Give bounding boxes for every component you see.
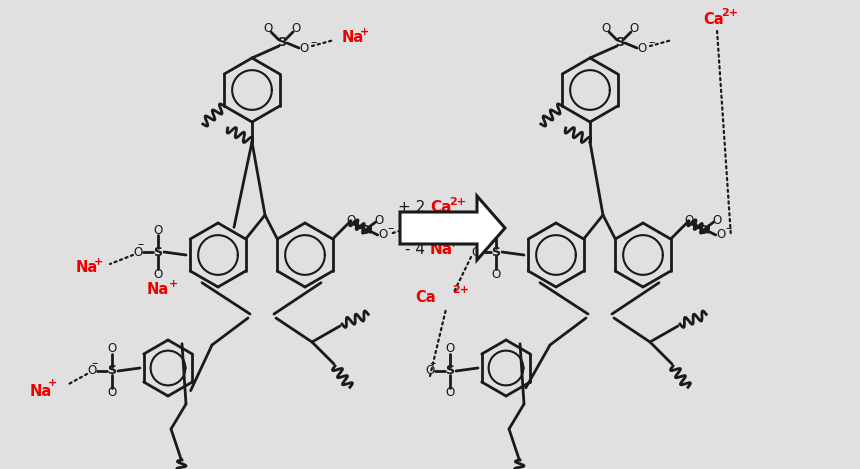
Text: O: O xyxy=(471,245,481,258)
Text: +: + xyxy=(360,27,369,37)
Text: Na: Na xyxy=(421,218,443,233)
Text: O: O xyxy=(263,23,273,36)
Text: Ca: Ca xyxy=(415,289,436,304)
Polygon shape xyxy=(400,196,505,260)
Text: O: O xyxy=(426,364,434,378)
Text: S: S xyxy=(698,225,707,237)
Text: –: – xyxy=(138,239,144,251)
Text: O: O xyxy=(153,224,163,236)
Text: S: S xyxy=(492,245,501,258)
Text: –: – xyxy=(726,222,732,235)
Text: 2+: 2+ xyxy=(452,285,469,295)
Text: Na: Na xyxy=(30,384,52,399)
Text: O: O xyxy=(299,41,309,54)
Text: O: O xyxy=(378,228,387,242)
Text: –: – xyxy=(648,37,654,50)
Text: 2+: 2+ xyxy=(449,197,466,207)
Text: O: O xyxy=(712,214,722,227)
Text: +: + xyxy=(439,214,448,224)
Text: –: – xyxy=(92,357,98,371)
Text: O: O xyxy=(346,214,355,227)
Text: - 4: - 4 xyxy=(405,242,430,257)
Text: O: O xyxy=(374,214,384,227)
Text: O: O xyxy=(630,23,639,36)
Text: Na: Na xyxy=(430,242,453,257)
Text: S: S xyxy=(360,225,369,237)
Text: O: O xyxy=(88,364,96,378)
Text: +: + xyxy=(48,378,58,388)
Text: O: O xyxy=(491,267,501,280)
Text: O: O xyxy=(292,23,301,36)
Text: O: O xyxy=(445,386,455,400)
Text: –: – xyxy=(388,222,394,235)
Text: Ca: Ca xyxy=(703,13,723,28)
Text: O: O xyxy=(133,245,143,258)
Text: 2+: 2+ xyxy=(721,8,738,18)
Text: O: O xyxy=(108,342,117,356)
Text: O: O xyxy=(108,386,117,400)
Text: –: – xyxy=(430,357,436,371)
Text: O: O xyxy=(153,267,163,280)
Text: O: O xyxy=(684,214,693,227)
Text: Na: Na xyxy=(76,260,98,275)
Text: Ca: Ca xyxy=(430,201,452,215)
Text: O: O xyxy=(445,342,455,356)
Text: +: + xyxy=(169,279,178,289)
Text: S: S xyxy=(278,37,286,50)
Text: –: – xyxy=(476,239,482,251)
Text: S: S xyxy=(445,364,454,378)
Text: O: O xyxy=(716,228,725,242)
Text: O: O xyxy=(491,224,501,236)
Text: +: + xyxy=(449,239,458,249)
Text: Na: Na xyxy=(147,282,169,297)
Text: +: + xyxy=(94,257,103,267)
Text: –: – xyxy=(310,37,316,50)
Text: + 2: + 2 xyxy=(398,201,430,215)
Text: S: S xyxy=(616,37,624,50)
Text: O: O xyxy=(601,23,611,36)
Text: O: O xyxy=(637,41,647,54)
Text: Na: Na xyxy=(342,30,365,45)
Text: S: S xyxy=(108,364,116,378)
Text: S: S xyxy=(153,245,163,258)
